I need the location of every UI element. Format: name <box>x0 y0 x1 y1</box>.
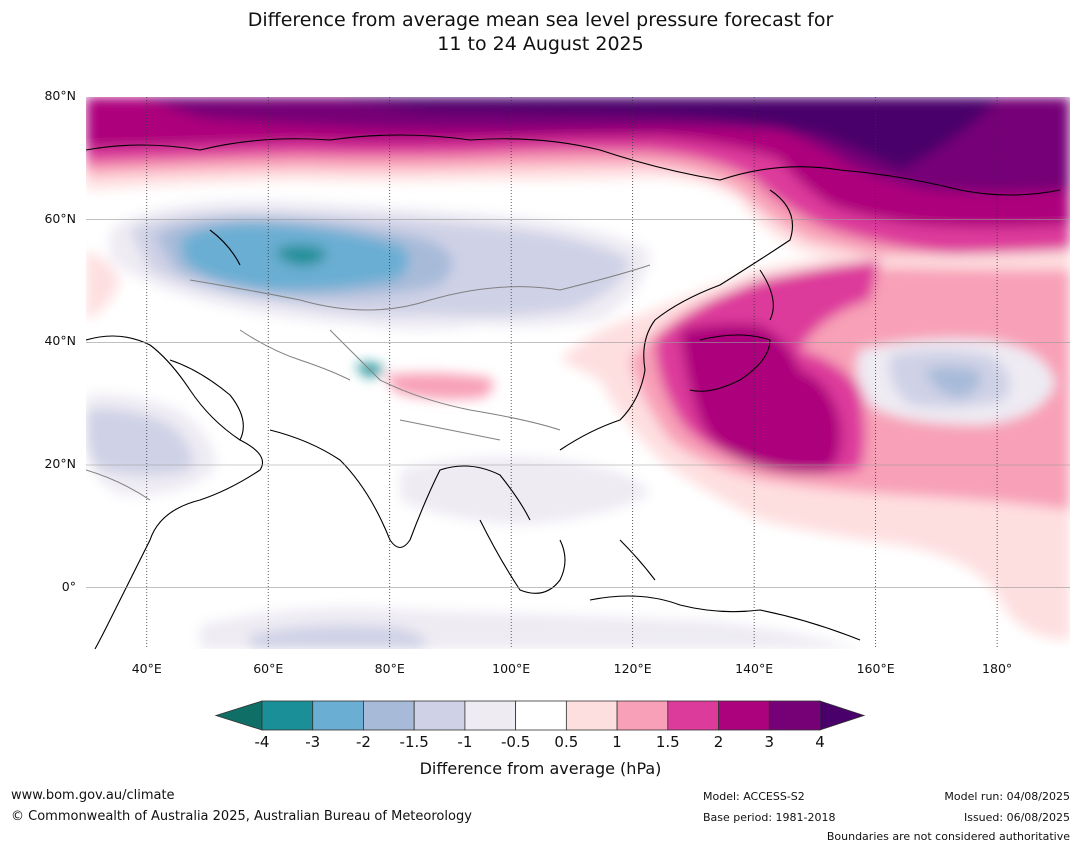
colorbar-segment <box>515 700 567 731</box>
lon-label: 100°E <box>492 661 531 676</box>
lat-label: 20°N <box>44 456 76 471</box>
footer-model: Model: ACCESS-S2 <box>703 790 805 803</box>
colorbar-extend-max <box>819 700 866 731</box>
country-borders <box>86 264 651 501</box>
colorbar-segment <box>565 700 618 731</box>
colorbar-extend-min <box>214 700 263 731</box>
lon-label: 180° <box>982 661 1013 676</box>
lon-label: 40°E <box>131 661 162 676</box>
lat-label: 40°N <box>44 333 76 349</box>
lon-label: 80°E <box>374 661 405 676</box>
colorbar-segment <box>261 700 314 731</box>
coastlines <box>86 134 1061 649</box>
gridlines <box>86 97 1070 649</box>
lat-label: 0° <box>61 578 76 594</box>
title-line-1: Difference from average mean sea level p… <box>247 9 834 31</box>
footer-copyright: © Commonwealth of Australia 2025, Austra… <box>11 809 472 824</box>
colorbar-tick: -1 <box>457 733 473 751</box>
title-line-2: 11 to 24 August 2025 <box>437 33 644 55</box>
colorbar-segment <box>312 700 364 731</box>
footer-website: www.bom.gov.au/climate <box>11 788 175 803</box>
colorbar-tick: 0.5 <box>554 733 579 751</box>
colorbar-tick: 4 <box>815 733 825 751</box>
footer-disclaimer: Boundaries are not considered authoritat… <box>826 830 1070 843</box>
colorbar-tick: -0.5 <box>500 733 531 751</box>
colorbar-segment <box>616 700 669 731</box>
colorbar-tick: -4 <box>254 733 270 751</box>
colorbar-segment <box>718 700 770 731</box>
colorbar-tick: -2 <box>355 733 371 751</box>
colorbar-tick: 3 <box>764 733 775 751</box>
footer-issued: Issued: 06/08/2025 <box>963 811 1070 824</box>
lon-label: 140°E <box>735 661 774 676</box>
colorbar-tick: 1 <box>612 733 622 751</box>
footer-base-period: Base period: 1981-2018 <box>703 811 836 824</box>
lat-label: 60°N <box>44 210 76 226</box>
colorbar-segment <box>667 700 719 731</box>
lon-label: 60°E <box>253 661 284 676</box>
lat-label: 80°N <box>44 88 76 103</box>
lon-label: 160°E <box>856 661 895 676</box>
colorbar-tick: -1.5 <box>399 733 429 751</box>
footer-model-run: Model run: 04/08/2025 <box>944 790 1070 803</box>
colorbar-tick: 2 <box>713 733 724 751</box>
colorbar-tick: -3 <box>305 733 321 751</box>
colorbar-label: Difference from average (hPa) <box>419 759 662 778</box>
colorbar-segment <box>768 700 821 731</box>
colorbar-segment <box>413 700 466 731</box>
colorbar-segment <box>363 700 415 731</box>
chart-title: Difference from average mean sea level p… <box>0 8 1081 56</box>
colorbar-tick: 1.5 <box>655 733 680 751</box>
pressure-anomaly-map <box>86 97 1070 649</box>
lon-label: 120°E <box>613 661 652 676</box>
colorbar-segment <box>464 700 517 731</box>
anomaly-shading <box>86 97 1070 649</box>
